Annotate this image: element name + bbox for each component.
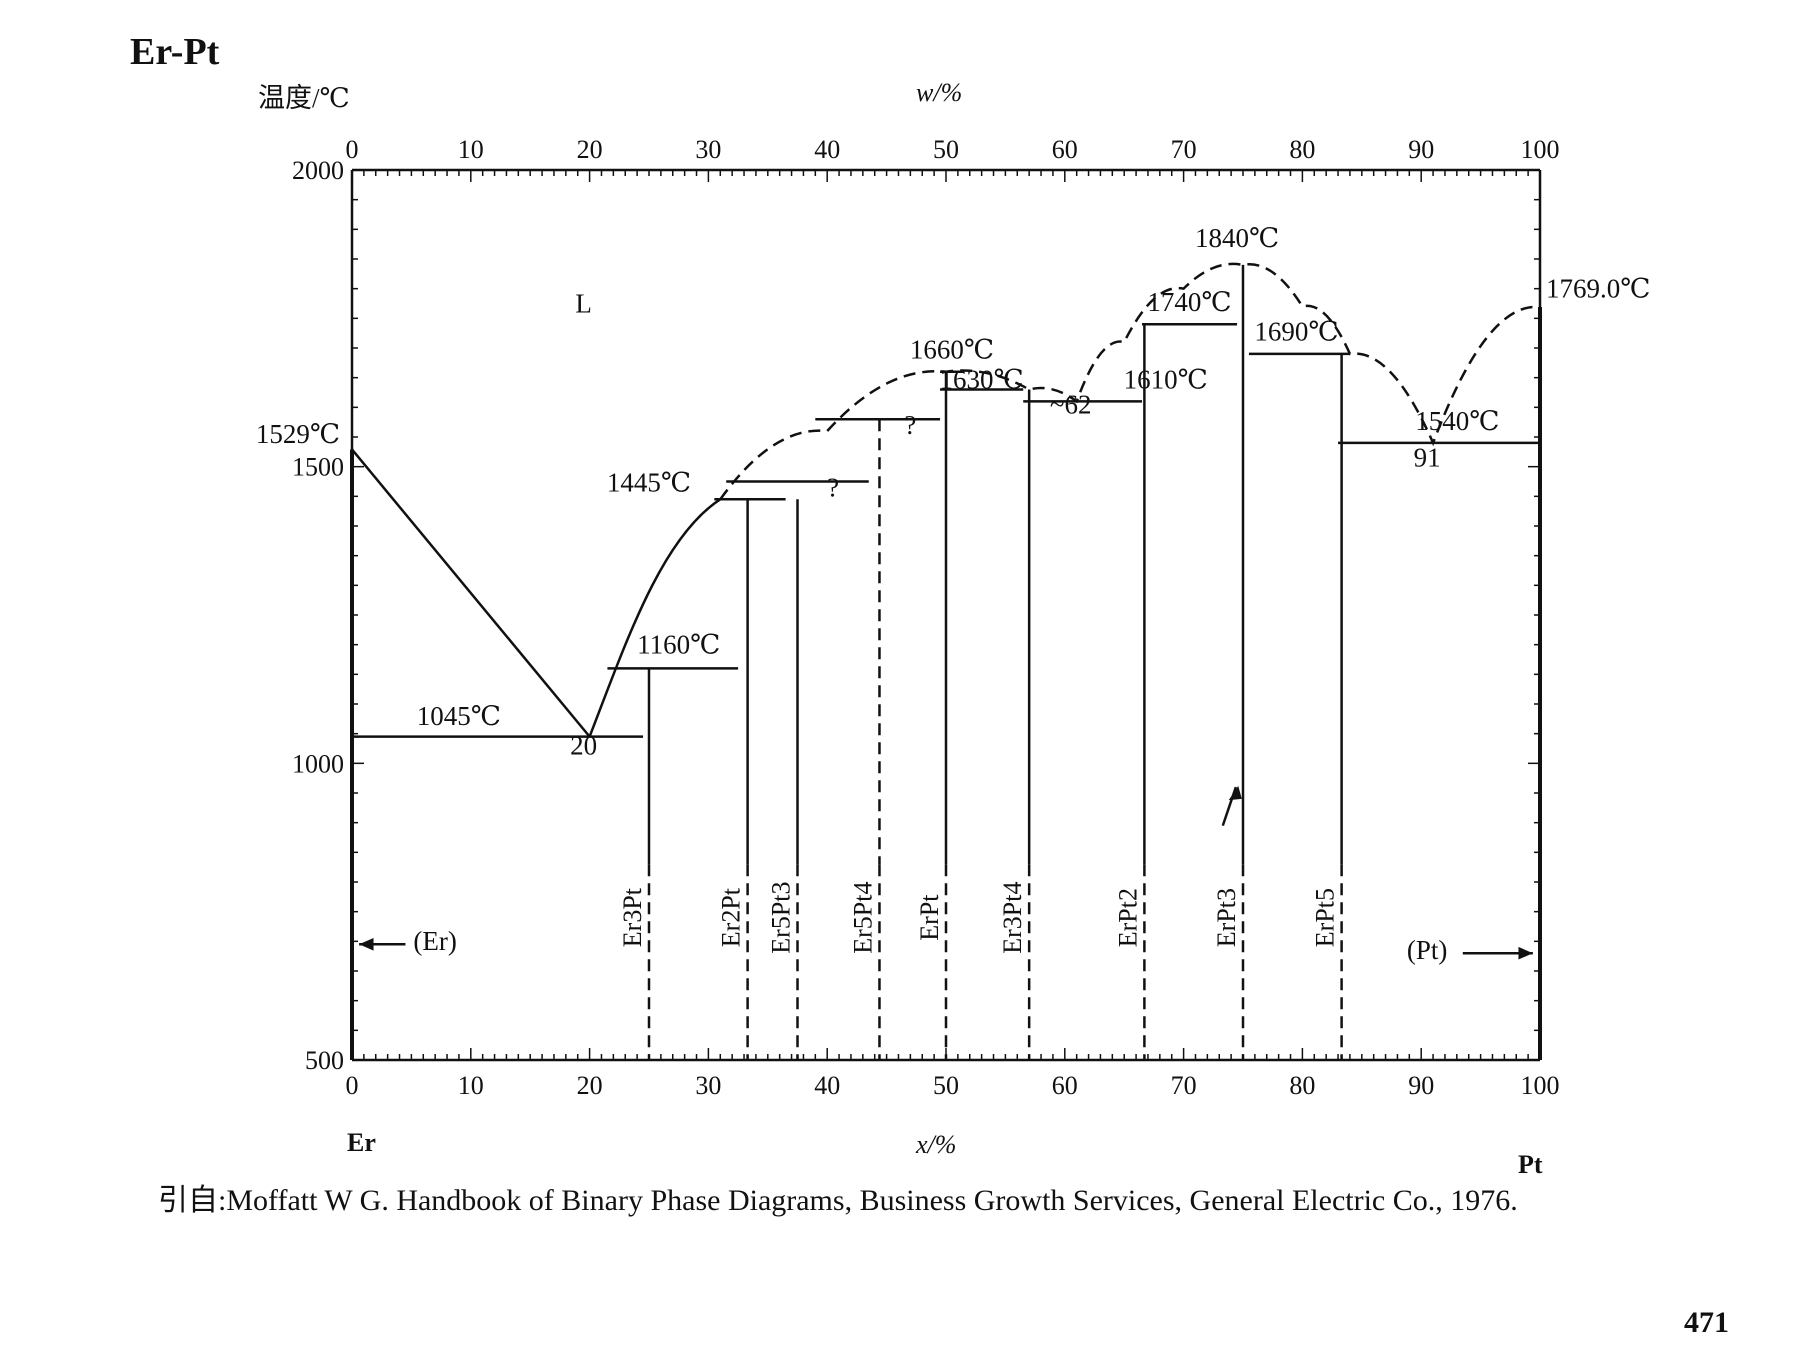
uncertain-label: ? (904, 410, 916, 440)
y-tick-label: 1500 (292, 453, 344, 482)
liquidus-left (351, 448, 591, 738)
w-tick-label: 20 (577, 135, 603, 164)
compound-label: ErPt (915, 894, 944, 941)
uncertain-label: ? (827, 472, 839, 502)
pt-solid-label: (Pt) (1407, 935, 1448, 965)
compound-label: Er5Pt4 (848, 881, 877, 953)
y-tick-label: 2000 (292, 156, 344, 185)
x-tick-label: 50 (933, 1071, 959, 1100)
x-tick-label: 0 (346, 1071, 359, 1100)
left-element-label: Er (347, 1128, 376, 1157)
compound-label: Er3Pt (618, 887, 647, 947)
compound-label: ErPt5 (1311, 888, 1340, 947)
page-number: 471 (1684, 1306, 1729, 1339)
temperature-label: 1740℃ (1147, 287, 1231, 317)
w-tick-label: 30 (695, 135, 721, 164)
temperature-label: 1160℃ (637, 630, 720, 660)
temperature-label: 1610℃ (1124, 364, 1208, 394)
w-tick-label: 100 (1521, 135, 1560, 164)
w-tick-label: 60 (1052, 135, 1078, 164)
citation-text: 引自:Moffatt W G. Handbook of Binary Phase… (158, 1184, 1518, 1217)
compound-label: Er5Pt3 (767, 881, 796, 953)
temperature-label: 1840℃ (1195, 223, 1279, 253)
tick-marks: 0 10 20 30 40 50 60 70 80 90 1000 10 20 30 40 50 60 70 80 9… (292, 135, 1560, 1100)
w-tick-label: 90 (1408, 135, 1434, 164)
right-element-label: Pt (1518, 1150, 1543, 1179)
x-tick-label: 70 (1171, 1071, 1197, 1100)
composition-label: 91 (1414, 443, 1441, 473)
y-tick-label: 500 (305, 1046, 344, 1075)
phase-curves (350, 262, 1542, 1060)
temperature-label: 1690℃ (1254, 316, 1338, 346)
compound-label: ErPt2 (1113, 888, 1142, 947)
composition-label: ~62 (1050, 389, 1092, 419)
temperature-label: 1045℃ (417, 701, 501, 731)
temperature-label: 1445℃ (607, 468, 691, 498)
w-tick-label: 10 (458, 135, 484, 164)
erpt3-arrow-head (1228, 785, 1242, 801)
x-tick-label: 10 (458, 1071, 484, 1100)
pt-arrow-head (1518, 946, 1533, 960)
x-tick-label: 90 (1408, 1071, 1434, 1100)
composition-label: 20 (570, 730, 597, 760)
liquidus-dashed (719, 262, 1541, 501)
y-tick-label: 1000 (292, 749, 344, 778)
x-tick-label: 30 (695, 1071, 721, 1100)
y-axis-label: 温度/℃ (258, 83, 350, 113)
compound-label: ErPt3 (1212, 888, 1241, 947)
x-tick-label: 40 (814, 1071, 840, 1100)
x-tick-label: 60 (1052, 1071, 1078, 1100)
compound-label: Er2Pt (717, 887, 746, 947)
x-tick-label: 100 (1521, 1071, 1560, 1100)
compound-label: Er3Pt4 (998, 881, 1027, 953)
w-tick-label: 0 (346, 135, 359, 164)
top-axis-label: w/% (916, 78, 963, 107)
er-solid-label: (Er) (413, 926, 456, 956)
liquid-label: L (575, 288, 592, 318)
liquidus-er3pt (588, 498, 721, 738)
temperature-label: 1529℃ (256, 419, 340, 449)
phase-labels: Er3Pt Er2Pt Er5Pt3 Er5Pt4 ErPt Er3Pt4 ErPt2 ErP… (256, 223, 1651, 965)
w-tick-label: 40 (814, 135, 840, 164)
w-tick-label: 70 (1171, 135, 1197, 164)
w-tick-label: 80 (1289, 135, 1315, 164)
temperature-label: 1769.0℃ (1546, 274, 1650, 304)
temperature-label: 1630℃ (940, 364, 1024, 394)
x-tick-label: 20 (577, 1071, 603, 1100)
temperature-label: 1540℃ (1415, 406, 1499, 436)
page-title: Er-Pt (130, 31, 220, 73)
x-tick-label: 80 (1289, 1071, 1315, 1100)
x-axis-label: x/% (916, 1130, 957, 1159)
w-tick-label: 50 (933, 135, 959, 164)
er-arrow-head (359, 938, 374, 951)
temperature-label: 1660℃ (910, 335, 994, 365)
